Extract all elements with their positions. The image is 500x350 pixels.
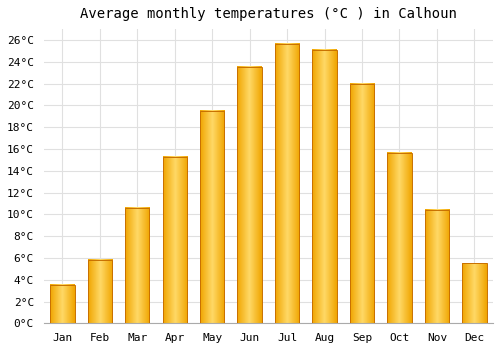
Bar [424,210,449,323]
Bar [238,67,262,323]
Bar [275,44,299,323]
Title: Average monthly temperatures (°C ) in Calhoun: Average monthly temperatures (°C ) in Ca… [80,7,457,21]
Bar [462,264,486,323]
Bar [50,285,74,323]
Bar [200,111,224,323]
Bar [388,153,411,323]
Bar [125,208,150,323]
Bar [162,156,187,323]
Bar [350,84,374,323]
Bar [88,260,112,323]
Bar [312,50,336,323]
